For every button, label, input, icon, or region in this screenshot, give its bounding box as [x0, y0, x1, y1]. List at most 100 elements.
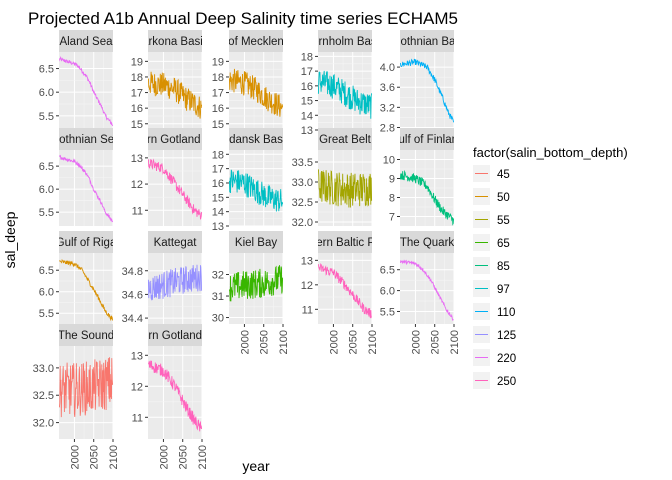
- panel-background: [59, 52, 113, 130]
- facet-strip-label: Bay of Mecklenburg: [205, 36, 307, 48]
- series-line-220: [58, 55, 114, 127]
- y-tick-label: 32.0: [292, 217, 313, 229]
- y-tick-label: 13: [301, 255, 313, 267]
- y-tick-label: 18: [212, 149, 224, 161]
- y-tick-label: 3.2: [380, 102, 395, 114]
- series-line-97: [317, 70, 373, 119]
- facet-strip: [59, 128, 113, 150]
- y-tick-label: 13: [131, 350, 143, 362]
- panel-background: [148, 150, 202, 226]
- facet-strip-label: Gulf of Finland: [390, 134, 465, 146]
- panel-background: [318, 253, 372, 324]
- y-tick-label: 19: [131, 56, 143, 68]
- y-tick-label: 33.0: [292, 177, 313, 189]
- series-line-97: [228, 169, 284, 212]
- legend-label: 220: [497, 353, 516, 365]
- y-tick-label: 13: [301, 125, 313, 137]
- series-line-250: [317, 263, 372, 319]
- facet-strip: [318, 128, 372, 150]
- y-tick-label: 12: [301, 280, 313, 292]
- y-tick-label: 15: [212, 192, 224, 204]
- facet-strip: [400, 30, 454, 52]
- facet-strip: [229, 30, 283, 52]
- y-tick-label: 3.6: [380, 82, 395, 94]
- x-tick-label: 2050: [430, 330, 442, 354]
- legend-title: factor(salin_bottom_depth): [473, 145, 628, 160]
- y-tick-label: 13: [212, 221, 224, 233]
- legend-label: 55: [497, 215, 510, 227]
- facet-eastern-gotland-basin: Eastern Gotland Basin 11 12 13: [131, 128, 203, 226]
- facet-strip: [59, 231, 113, 253]
- y-tick-label: 33.5: [292, 157, 313, 169]
- facet-western-gotland-basin: Western Gotland Basin 11 12 13 2000 2050 2100: [116, 324, 234, 469]
- y-tick-label: 6.0: [39, 287, 54, 299]
- facet-strip-label: The Sound: [58, 330, 114, 342]
- legend-label: 50: [497, 192, 510, 204]
- facet-strip: [229, 231, 283, 253]
- facet-bothnian-bay: Bothnian Bay 2.8 3.2 3.6 4.0: [380, 30, 462, 134]
- y-tick-label: 30: [212, 313, 224, 325]
- facet-strip-label: Arkona Basin: [141, 36, 209, 48]
- x-tick-label: 2050: [178, 445, 190, 469]
- facet-kiel-bay: Kiel Bay 30 31 32 2000 2050 2100: [212, 231, 290, 354]
- y-tick-label: 6.0: [39, 87, 54, 99]
- y-tick-label: 9: [389, 174, 395, 186]
- y-tick-label: 4.0: [380, 62, 395, 74]
- facet-strip-label: Great Belt: [319, 134, 372, 146]
- y-tick-label: 6.5: [39, 64, 54, 76]
- legend-item-110: 110: [473, 303, 515, 320]
- legend-item-125: 125: [473, 326, 516, 343]
- y-axis-title: sal_deep: [2, 211, 18, 268]
- legend-label: 85: [497, 261, 510, 273]
- facet-strip: [400, 231, 454, 253]
- facet-strip-label: Bothnian Bay: [393, 36, 462, 48]
- legend-label: 110: [497, 307, 515, 319]
- y-tick-label: 5.5: [39, 207, 54, 219]
- x-tick-label: 2000: [158, 445, 170, 469]
- facet-strip-label: Gdansk Basin: [220, 134, 292, 146]
- facet-strip: [59, 30, 113, 52]
- y-tick-label: 19: [212, 56, 224, 68]
- y-tick-label: 15: [212, 119, 224, 131]
- panel-background: [148, 346, 202, 439]
- facet-strip-label: Kiel Bay: [235, 237, 277, 249]
- facet-strip: [59, 324, 113, 346]
- y-tick-label: 15: [301, 96, 313, 108]
- legend-item-65: 65: [473, 234, 510, 251]
- legend-label: 97: [497, 284, 510, 296]
- y-tick-label: 17: [131, 88, 143, 100]
- legend-label: 250: [497, 376, 516, 388]
- legend-item-50: 50: [473, 188, 510, 205]
- y-tick-label: 11: [132, 412, 143, 424]
- legend-item-45: 45: [473, 165, 510, 182]
- y-tick-label: 34.4: [122, 313, 143, 325]
- y-tick-label: 7: [389, 212, 395, 224]
- y-tick-label: 13: [131, 153, 143, 165]
- x-tick-label: 2100: [449, 330, 461, 354]
- y-tick-label: 16: [212, 178, 224, 190]
- y-tick-label: 2.8: [380, 122, 395, 134]
- legend-item-220: 220: [473, 349, 516, 366]
- x-tick-label: 2100: [197, 445, 209, 469]
- y-tick-label: 10: [383, 155, 395, 167]
- facet-strip-label: Western Gotland Basin: [116, 330, 234, 342]
- series-line-110: [399, 58, 455, 123]
- x-tick-label: 2050: [348, 330, 360, 354]
- series-line-65: [228, 265, 284, 302]
- y-tick-label: 32.5: [292, 197, 313, 209]
- facet-strip: [318, 231, 372, 253]
- series-line-85: [399, 169, 455, 226]
- facet-strip: [148, 30, 202, 52]
- facet-strip-label: Bornholm Basin: [304, 36, 385, 48]
- y-tick-label: 16: [131, 103, 143, 115]
- x-tick-label: 2000: [239, 330, 251, 354]
- x-axis-title: year: [242, 458, 270, 474]
- facet-strip: [400, 128, 454, 150]
- series-line-220: [58, 154, 114, 223]
- x-tick-label: 2000: [410, 330, 422, 354]
- y-tick-label: 6.0: [380, 286, 395, 298]
- panel-background: [400, 253, 454, 324]
- x-tick-label: 2000: [69, 445, 81, 469]
- facet-strip-label: The Quark: [400, 237, 455, 249]
